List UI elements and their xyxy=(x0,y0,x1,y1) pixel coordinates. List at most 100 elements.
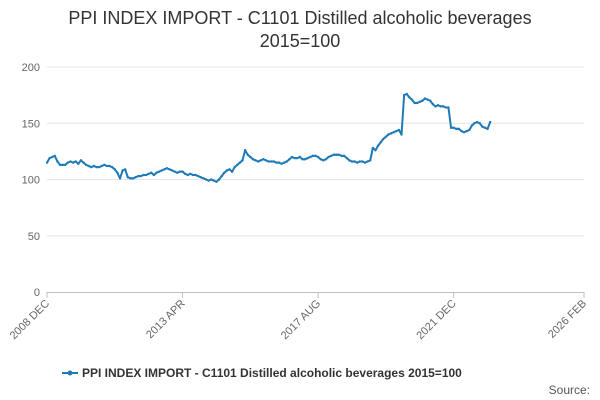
data-point xyxy=(233,165,236,169)
data-point xyxy=(113,168,116,171)
data-point xyxy=(473,122,476,125)
data-point xyxy=(228,168,231,171)
data-point xyxy=(314,154,317,158)
y-tick-label: 100 xyxy=(22,175,40,187)
data-point xyxy=(447,106,450,109)
data-point xyxy=(332,153,335,156)
data-point xyxy=(361,160,364,163)
data-point xyxy=(457,127,461,131)
data-point xyxy=(488,120,492,124)
data-point xyxy=(434,105,437,108)
data-point xyxy=(475,120,479,124)
data-point xyxy=(103,163,106,167)
data-point xyxy=(129,177,132,180)
data-point xyxy=(191,173,195,177)
data-point xyxy=(116,171,119,174)
data-point xyxy=(311,154,315,158)
data-point xyxy=(220,174,223,178)
data-point xyxy=(303,158,307,161)
data-point xyxy=(369,159,372,162)
data-point xyxy=(280,162,283,165)
data-point xyxy=(429,99,432,102)
data-point xyxy=(442,105,445,108)
data-point xyxy=(84,163,88,167)
legend[interactable]: PPI INDEX IMPORT - C1101 Distilled alcoh… xyxy=(62,366,462,380)
data-point xyxy=(118,177,122,180)
data-point xyxy=(382,137,385,141)
data-point xyxy=(64,163,67,167)
data-point xyxy=(243,149,247,152)
data-point xyxy=(283,161,286,164)
data-point xyxy=(335,153,338,156)
data-point xyxy=(246,153,249,156)
x-tick-label: 2017 AUG xyxy=(279,298,323,342)
data-point xyxy=(423,97,427,100)
data-point xyxy=(217,178,221,181)
data-point xyxy=(342,154,346,158)
data-point xyxy=(251,158,255,161)
data-point xyxy=(264,159,268,162)
data-point xyxy=(379,141,382,144)
data-point xyxy=(465,129,468,133)
data-point xyxy=(327,155,330,159)
data-point xyxy=(275,161,278,164)
data-point xyxy=(309,155,312,159)
data-point xyxy=(470,124,474,127)
data-point xyxy=(121,169,124,172)
data-point xyxy=(418,100,421,104)
data-point xyxy=(267,160,270,163)
data-point xyxy=(387,133,390,136)
data-point xyxy=(79,159,83,162)
data-point xyxy=(293,156,296,160)
data-point xyxy=(408,96,411,99)
data-point xyxy=(348,159,351,162)
data-point xyxy=(168,168,171,171)
legend-series-label: PPI INDEX IMPORT - C1101 Distilled alcoh… xyxy=(82,366,462,380)
data-point xyxy=(186,173,189,177)
data-point xyxy=(150,171,153,174)
data-point xyxy=(306,156,309,160)
data-point xyxy=(356,161,359,164)
series-line xyxy=(46,93,492,183)
data-point xyxy=(319,158,322,161)
data-point xyxy=(249,155,252,159)
data-point xyxy=(449,126,453,129)
data-point xyxy=(142,173,145,177)
data-point xyxy=(194,173,197,177)
data-point xyxy=(376,144,380,147)
data-point xyxy=(108,164,111,168)
data-point xyxy=(134,176,137,179)
data-point xyxy=(322,159,325,162)
data-point xyxy=(69,160,72,163)
data-point xyxy=(157,170,161,173)
data-point xyxy=(455,127,458,131)
data-point xyxy=(196,174,200,178)
data-point xyxy=(413,101,416,105)
data-point xyxy=(444,106,448,109)
data-point xyxy=(207,179,210,182)
data-point xyxy=(290,155,294,159)
data-point xyxy=(176,171,179,174)
data-point xyxy=(262,158,265,161)
data-point xyxy=(400,133,403,136)
data-point xyxy=(384,135,388,138)
data-point xyxy=(259,159,262,162)
data-point xyxy=(139,174,143,178)
data-point xyxy=(230,170,234,173)
data-point xyxy=(254,159,257,162)
data-point xyxy=(238,161,242,164)
data-point xyxy=(340,154,343,158)
data-point xyxy=(410,98,414,101)
data-point xyxy=(483,126,487,129)
data-point xyxy=(316,155,320,159)
data-point xyxy=(202,177,205,180)
chart-title-line: PPI INDEX IMPORT - C1101 Distilled alcoh… xyxy=(68,8,532,28)
data-point xyxy=(366,160,369,163)
data-point xyxy=(298,155,302,159)
data-point xyxy=(223,171,226,174)
data-point xyxy=(358,160,362,163)
data-point xyxy=(183,172,187,176)
y-tick-label: 0 xyxy=(34,287,40,299)
data-point xyxy=(324,158,328,161)
